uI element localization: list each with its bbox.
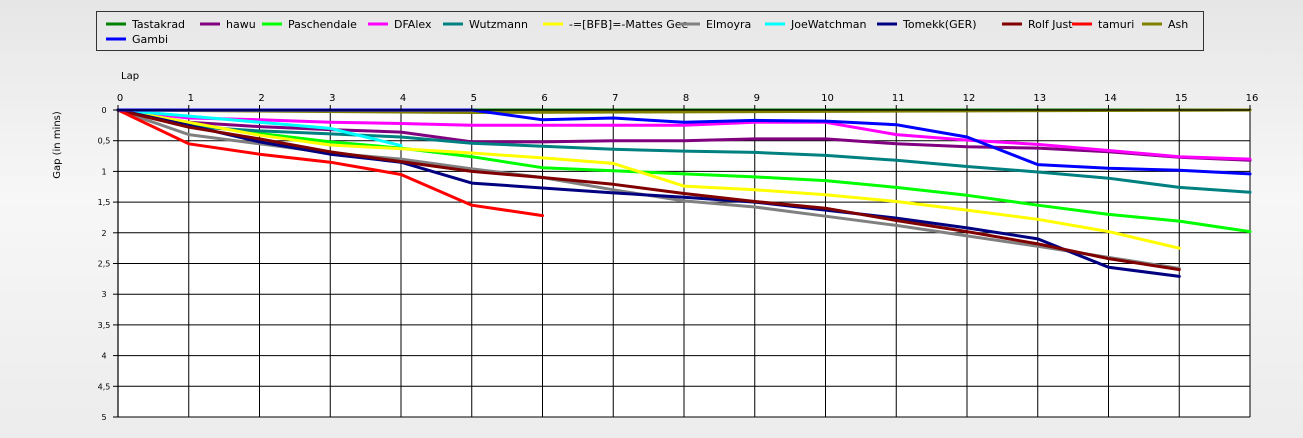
- x-tick-label: 1: [188, 93, 194, 104]
- x-tick-label: 6: [541, 93, 547, 104]
- series-line-rolf-just: [116, 108, 1181, 272]
- y-tick-label: 3: [101, 290, 106, 299]
- x-tick-label: 9: [754, 93, 760, 104]
- series-line-tomekk-ger: [116, 108, 1181, 278]
- series-line-bfb-mattes-gee: [116, 108, 1181, 250]
- x-tick-label: 2: [258, 93, 264, 104]
- legend-label: hawu: [226, 18, 256, 31]
- legend-label: Paschendale: [288, 18, 357, 31]
- legend-label: tamuri: [1098, 18, 1134, 31]
- legend-label: Tomekk(GER): [902, 18, 977, 31]
- x-tick-label: 4: [400, 93, 406, 104]
- y-tick-label: 3,5: [98, 321, 111, 330]
- x-tick-label: 14: [1104, 93, 1117, 104]
- y-tick-label: 2,5: [98, 260, 111, 269]
- legend-label: DFAlex: [394, 18, 432, 31]
- legend-label: Tastakrad: [131, 18, 185, 31]
- y-tick-label: 0,5: [98, 137, 111, 146]
- legend-label: Wutzmann: [469, 18, 528, 31]
- legend-label: -=[BFB]=-Mattes Gee: [569, 18, 689, 31]
- legend-label: Ash: [1168, 18, 1188, 31]
- y-tick-label: 4: [101, 352, 106, 361]
- legend-label: JoeWatchman: [790, 18, 866, 31]
- x-tick-label: 12: [963, 93, 976, 104]
- legend-label: Elmoyra: [706, 18, 751, 31]
- series-line-wutzmann: [116, 108, 1252, 194]
- series-line-tamuri: [116, 108, 544, 218]
- y-tick-label: 4,5: [98, 382, 111, 391]
- legend-box: [96, 11, 1204, 51]
- y-tick-label: 0: [101, 106, 106, 115]
- y-tick-label: 1,5: [98, 198, 111, 207]
- series-line-dfalex: [116, 108, 1252, 161]
- x-tick-label: 3: [329, 93, 335, 104]
- series-line-joewatchman: [116, 108, 403, 148]
- legend-label: Gambi: [132, 33, 168, 46]
- x-tick-label: 15: [1175, 93, 1188, 104]
- series-line-hawu: [116, 108, 1252, 162]
- legend-layer: Tastakrad hawu Paschendale DFAlex Wutzmann -=…: [106, 18, 1188, 46]
- x-tick-label: 13: [1033, 93, 1046, 104]
- x-tick-label: 10: [821, 93, 834, 104]
- x-tick-label: 0: [117, 93, 123, 104]
- y-tick-label: 2: [101, 229, 106, 238]
- y-axis-label: Gap (in mins): [52, 111, 63, 179]
- y-tick-label: 5: [101, 413, 106, 422]
- legend-label: Rolf Just: [1028, 18, 1073, 31]
- x-tick-label: 8: [683, 93, 689, 104]
- x-tick-label: 16: [1246, 93, 1259, 104]
- x-axis-label: Lap: [121, 71, 139, 82]
- y-tick-label: 1: [101, 167, 106, 176]
- x-tick-label: 7: [612, 93, 618, 104]
- series-line-paschendale: [116, 108, 1252, 234]
- x-tick-label: 5: [471, 93, 477, 104]
- x-tick-label: 11: [892, 93, 905, 104]
- axis-layer: 0 1 2 3 4 5 6 7 8 9 10 11 12 13 14 15 1600,511,522,533,5…: [98, 93, 1259, 422]
